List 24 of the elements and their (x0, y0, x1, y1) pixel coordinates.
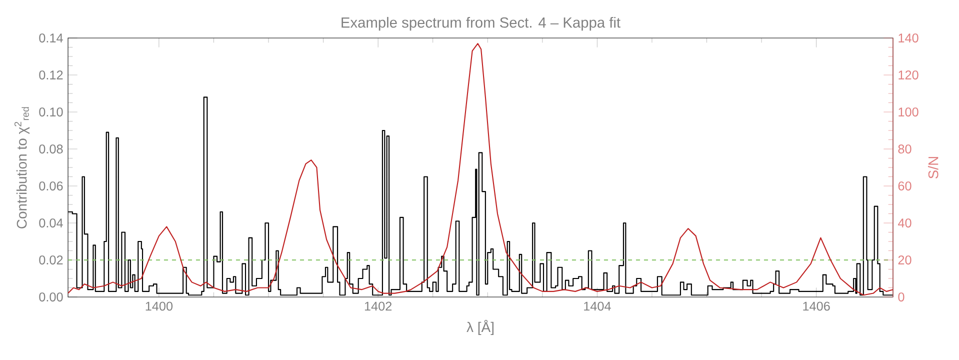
y-tick-label: 0.12 (39, 70, 63, 80)
y2-tick-label: 100 (898, 108, 918, 116)
y-tick-label: 0.08 (39, 144, 63, 154)
y-tick-label: 0.10 (39, 108, 63, 116)
y2-tick-label: 120 (898, 70, 918, 80)
y2-axis-title: S/N (928, 156, 938, 179)
y2-tick-label: 140 (898, 34, 918, 42)
y2-tick-label: 0 (898, 292, 904, 302)
y2-tick-label: 40 (898, 218, 912, 228)
x-tick-label: 1404 (584, 302, 611, 311)
y-tick-label: 0.14 (39, 34, 63, 42)
y-axis-title: Contribution to χ$^{2}$red (14, 107, 30, 228)
x-tick-label: 1400 (146, 302, 173, 311)
y-tick-label: 0.04 (39, 218, 63, 228)
y2-tick-label: 20 (898, 256, 912, 264)
y-tick-label: 0.02 (39, 256, 63, 264)
x-tick-label: 1406 (803, 302, 830, 311)
y-tick-label: 0.00 (39, 292, 63, 302)
y-tick-label: 0.06 (39, 182, 63, 190)
x-tick-label: 1402 (364, 302, 392, 311)
y2-tick-label: 80 (898, 144, 912, 154)
x-axis-title: λ [Å] (466, 320, 494, 335)
y2-tick-label: 60 (898, 182, 912, 190)
chart-title: Example spectrum from Sect. 4 – Kappa fit (342, 16, 620, 31)
